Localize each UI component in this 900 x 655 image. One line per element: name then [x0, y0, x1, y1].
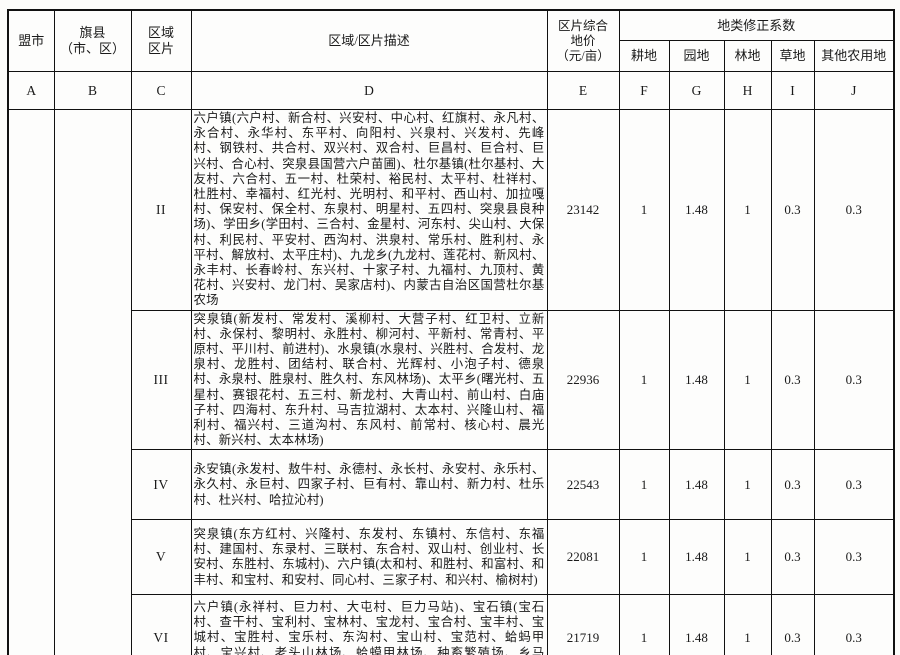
zone-cell: IV	[130, 449, 192, 521]
zone-description-cell: 突泉镇(新发村、常发村、溪柳村、大营子村、红卫村、立新村、永保村、黎明村、永胜村…	[190, 309, 548, 451]
price-cell: 23142	[546, 109, 620, 311]
factor-forest-cell: 1	[723, 449, 772, 521]
letter-c: C	[130, 71, 192, 110]
header-other-agricultural-land: 其他农用地	[813, 40, 895, 72]
factor-cultivated-cell: 1	[618, 109, 670, 311]
header-row-1: 盟市 旗县 （市、区） 区域 区片 区域/区片描述 区片综合 地价 （元/亩） …	[7, 9, 895, 72]
land-price-table: 盟市 旗县 （市、区） 区域 区片 区域/区片描述 区片综合 地价 （元/亩） …	[7, 9, 895, 655]
factor-garden-cell: 1.48	[668, 519, 725, 596]
header-garden-land: 园地	[668, 40, 725, 72]
zone-cell: V	[130, 519, 192, 596]
zone-description-cell: 永安镇(永发村、敖牛村、永德村、永长村、永安村、永乐村、永久村、永巨村、四家子村…	[190, 449, 548, 521]
header-grassland: 草地	[770, 40, 815, 72]
factor-garden-cell: 1.48	[668, 594, 725, 655]
price-cell: 22936	[546, 309, 620, 451]
banner-county-cell	[53, 109, 132, 655]
header-correction-factor: 地类修正系数	[618, 9, 895, 41]
letter-e: E	[546, 71, 620, 110]
factor-garden-cell: 1.48	[668, 309, 725, 451]
price-cell: 22081	[546, 519, 620, 596]
table-row: II 六户镇(六户村、新合村、兴安村、中心村、红旗村、永凡村、永合村、永华村、东…	[7, 109, 895, 655]
league-city-cell	[7, 109, 55, 655]
zone-cell: VI	[130, 594, 192, 655]
factor-cultivated-cell: 1	[618, 309, 670, 451]
letter-j: J	[813, 71, 895, 110]
factor-forest-cell: 1	[723, 594, 772, 655]
letter-b: B	[53, 71, 132, 110]
factor-cultivated-cell: 1	[618, 594, 670, 655]
header-league-city: 盟市	[7, 9, 55, 72]
factor-other-cell: 0.3	[813, 449, 895, 521]
factor-garden-cell: 1.48	[668, 109, 725, 311]
price-cell: 22543	[546, 449, 620, 521]
column-letter-row: A B C D E F G H I J	[7, 71, 895, 110]
factor-grassland-cell: 0.3	[770, 309, 815, 451]
header-composite-price: 区片综合 地价 （元/亩）	[546, 9, 620, 72]
header-forest-land: 林地	[723, 40, 772, 72]
table-row: VI 六户镇(永祥村、巨力村、大屯村、巨力马站)、宝石镇(宝石村、查干村、宝利村…	[8, 594, 895, 655]
factor-other-cell: 0.3	[813, 109, 895, 311]
factor-forest-cell: 1	[723, 309, 772, 451]
factor-grassland-cell: 0.3	[770, 519, 815, 596]
factor-forest-cell: 1	[723, 519, 772, 596]
letter-d: D	[190, 71, 548, 110]
factor-other-cell: 0.3	[813, 519, 895, 596]
letter-f: F	[618, 71, 670, 110]
table-row: IV 永安镇(永发村、敖牛村、永德村、永长村、永安村、永乐村、永久村、永巨村、四…	[8, 449, 895, 521]
factor-other-cell: 0.3	[813, 309, 895, 451]
factor-forest-cell: 1	[723, 109, 772, 311]
table-row: III 突泉镇(新发村、常发村、溪柳村、大营子村、红卫村、立新村、永保村、黎明村…	[8, 309, 895, 451]
header-cultivated-land: 耕地	[618, 40, 670, 72]
price-cell: 21719	[546, 594, 620, 655]
zone-cell: III	[130, 309, 192, 451]
header-zone-description: 区域/区片描述	[190, 9, 548, 72]
letter-h: H	[723, 71, 772, 110]
factor-cultivated-cell: 1	[618, 449, 670, 521]
zone-cell: II	[130, 109, 192, 311]
header-row-2: 耕地 园地 林地 草地 其他农用地	[8, 40, 895, 72]
factor-other-cell: 0.3	[813, 594, 895, 655]
factor-grassland-cell: 0.3	[770, 449, 815, 521]
zone-description-cell: 六户镇(六户村、新合村、兴安村、中心村、红旗村、永凡村、永合村、永华村、东平村、…	[190, 109, 548, 311]
header-banner-county: 旗县 （市、区）	[53, 9, 132, 72]
table-row: V 突泉镇(东方红村、兴隆村、东发村、东镇村、东信村、东福村、建国村、东录村、三…	[8, 519, 895, 596]
header-zone: 区域 区片	[130, 9, 192, 72]
letter-i: I	[770, 71, 815, 110]
zone-description-cell: 突泉镇(东方红村、兴隆村、东发村、东镇村、东信村、东福村、建国村、东录村、三联村…	[190, 519, 548, 596]
letter-a: A	[7, 71, 55, 110]
factor-grassland-cell: 0.3	[770, 109, 815, 311]
factor-grassland-cell: 0.3	[770, 594, 815, 655]
factor-cultivated-cell: 1	[618, 519, 670, 596]
letter-g: G	[668, 71, 725, 110]
zone-description-cell: 六户镇(永祥村、巨力村、大屯村、巨力马站)、宝石镇(宝石村、查干村、宝利村、宝林…	[190, 594, 548, 655]
factor-garden-cell: 1.48	[668, 449, 725, 521]
